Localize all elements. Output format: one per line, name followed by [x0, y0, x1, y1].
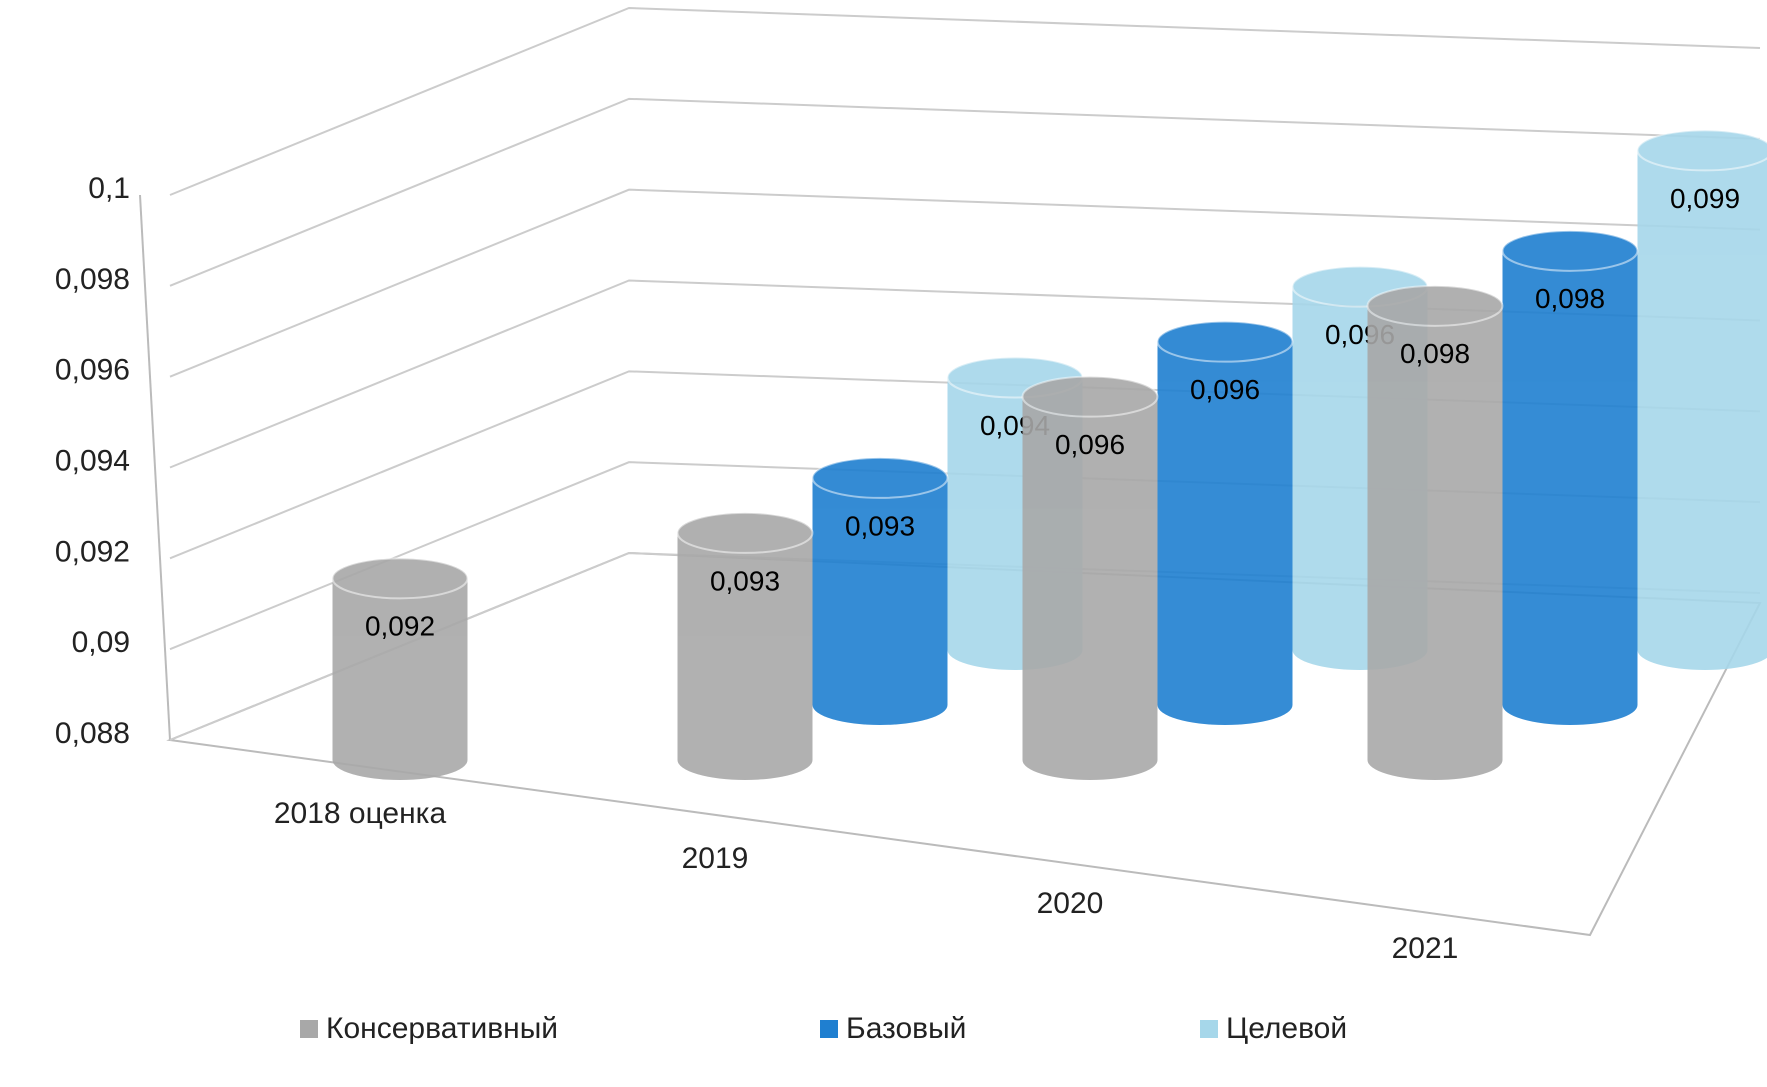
y-tick-label: 0,094 [55, 444, 130, 477]
bar [1156, 320, 1294, 725]
legend-label: Базовый [846, 1012, 966, 1045]
value-label: 0,096 [1190, 374, 1260, 405]
x-tick-label: 2020 [1037, 887, 1104, 920]
value-label: 0,092 [365, 611, 435, 642]
bar [1636, 129, 1767, 670]
y-tick-label: 0,092 [55, 535, 130, 568]
bar-top [331, 557, 469, 600]
legend-label: Консервативный [326, 1012, 558, 1045]
bar [1501, 229, 1639, 726]
bar [1366, 284, 1504, 780]
y-tick-label: 0,096 [55, 354, 130, 387]
bar-body [812, 477, 948, 725]
bar-top [1636, 129, 1767, 172]
y-tick-label: 0,09 [72, 626, 130, 659]
bar-body [332, 578, 468, 780]
bar-body [1022, 396, 1158, 780]
legend-swatch [300, 1020, 318, 1038]
value-label: 0,098 [1535, 283, 1605, 314]
bar-body [1157, 341, 1293, 725]
bar-top [1501, 229, 1639, 272]
bar [1021, 375, 1159, 780]
value-label: 0,093 [710, 565, 780, 596]
bar-body [1502, 250, 1638, 726]
legend-swatch [820, 1020, 838, 1038]
x-tick-label: 2018 оценка [274, 797, 447, 830]
value-label: 0,099 [1670, 183, 1740, 214]
bar-top [1366, 284, 1504, 327]
y-tick-label: 0,088 [55, 717, 130, 750]
bar-top [1156, 320, 1294, 363]
value-label: 0,096 [1055, 429, 1125, 460]
bar-top [676, 511, 814, 554]
bar-top [811, 456, 949, 499]
value-label: 0,098 [1400, 338, 1470, 369]
bar-body [1637, 150, 1767, 670]
grid-line [169, 188, 1761, 378]
bar-body [1367, 305, 1503, 780]
bar-body [677, 532, 813, 780]
bar [331, 557, 469, 780]
value-label: 0,093 [845, 510, 915, 541]
bar [676, 511, 814, 780]
x-tick-label: 2019 [682, 842, 749, 875]
x-tick-label: 2021 [1392, 932, 1459, 965]
y-tick-label: 0,098 [55, 263, 130, 296]
grid-line [169, 97, 1761, 287]
y-tick-label: 0,1 [88, 172, 130, 205]
y-axis [139, 194, 171, 741]
legend-label: Целевой [1226, 1012, 1347, 1045]
grid-line [169, 6, 1761, 196]
bar-top [1021, 375, 1159, 418]
legend-swatch [1200, 1020, 1218, 1038]
bar [811, 456, 949, 725]
